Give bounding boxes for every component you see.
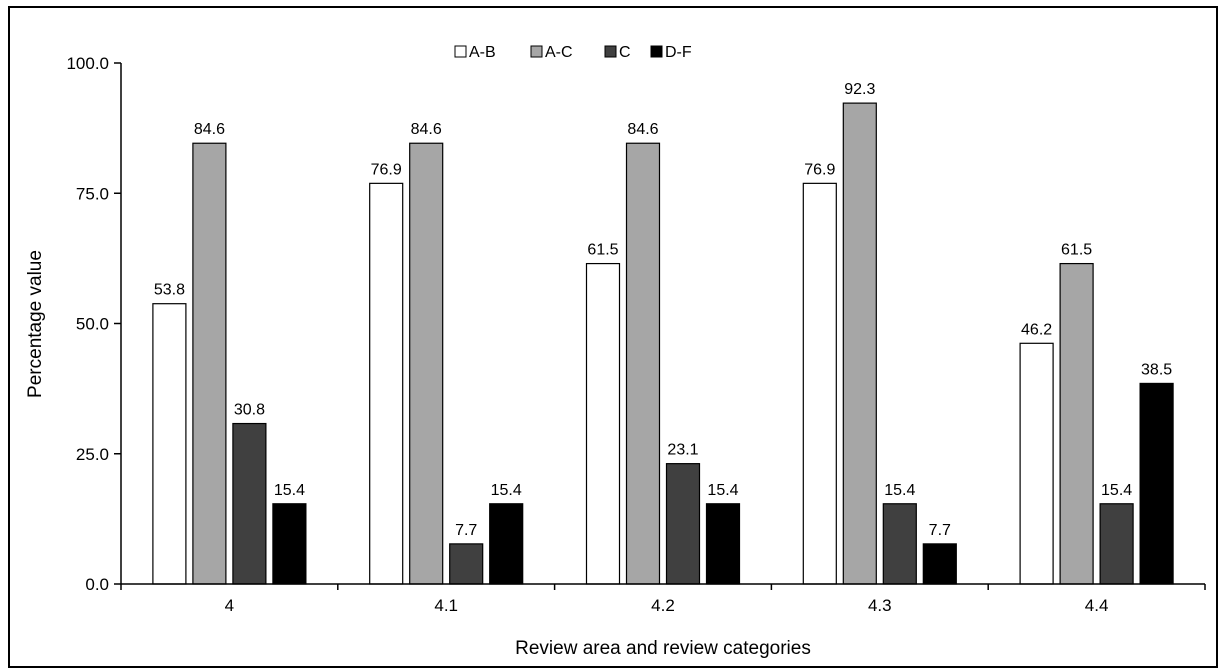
- y-tick-label: 50.0: [76, 315, 109, 334]
- y-tick-label: 0.0: [85, 575, 109, 594]
- data-label: 7.7: [455, 522, 477, 539]
- bar-d-f-4-4: [1139, 382, 1174, 585]
- bar-a-b-4-2: [585, 262, 621, 585]
- legend-swatch-a-b: [454, 45, 467, 58]
- bar-a-c-4-1: [409, 142, 444, 585]
- bar-c-4-2: [665, 463, 701, 585]
- bar-a-b-4-4: [1019, 342, 1054, 585]
- data-label: 61.5: [587, 242, 618, 259]
- data-label: 61.5: [1061, 242, 1092, 259]
- bar-a-c-4-4: [1059, 262, 1094, 585]
- data-label: 30.8: [234, 402, 265, 419]
- data-label: 53.8: [154, 282, 185, 299]
- data-label: 38.5: [1141, 361, 1172, 378]
- bar-a-b-4: [152, 303, 187, 585]
- data-label: 46.2: [1021, 321, 1052, 338]
- data-label: 7.7: [929, 522, 951, 539]
- bar-a-c-4: [192, 142, 227, 585]
- y-tick-label: 75.0: [76, 184, 109, 203]
- x-tick-label: 4.2: [651, 596, 675, 615]
- data-label: 84.6: [627, 121, 658, 138]
- bar-d-f-4-3: [922, 543, 957, 585]
- legend-label-a-b: A-B: [469, 44, 496, 61]
- x-tick-label: 4.4: [1085, 596, 1109, 615]
- data-label: 23.1: [667, 442, 698, 459]
- data-label: 15.4: [707, 482, 738, 499]
- data-label: 92.3: [844, 81, 875, 98]
- legend-label-a-c: A-C: [545, 44, 573, 61]
- data-label: 76.9: [804, 161, 835, 178]
- bar-c-4-1: [449, 543, 484, 585]
- legend-label-c: C: [619, 44, 631, 61]
- bar-a-c-4-2: [625, 142, 661, 585]
- legend-swatch-d-f: [650, 45, 663, 58]
- data-label: 84.6: [194, 121, 225, 138]
- legend-swatch-a-c: [530, 45, 543, 58]
- y-tick-label: 100.0: [66, 54, 109, 73]
- bar-c-4-4: [1099, 503, 1134, 585]
- bar-d-f-4-1: [489, 503, 524, 585]
- data-label: 76.9: [371, 161, 402, 178]
- bar-d-f-4-2: [705, 503, 741, 585]
- bar-a-b-4-3: [802, 182, 837, 585]
- x-tick-label: 4.1: [434, 596, 458, 615]
- x-tick-label: 4.3: [868, 596, 892, 615]
- bar-d-f-4: [272, 503, 307, 585]
- y-tick-label: 25.0: [76, 445, 109, 464]
- y-axis-label: Percentage value: [25, 250, 46, 398]
- bar-c-4: [232, 422, 267, 585]
- legend-label-d-f: D-F: [665, 44, 692, 61]
- bar-a-c-4-3: [842, 102, 877, 585]
- legend-swatch-c: [604, 45, 617, 58]
- data-label: 15.4: [274, 482, 305, 499]
- x-tick-label: 4: [225, 596, 234, 615]
- data-label: 15.4: [1101, 482, 1132, 499]
- bar-a-b-4-1: [369, 182, 404, 585]
- data-label: 15.4: [884, 482, 915, 499]
- bar-c-4-3: [882, 503, 917, 585]
- data-label: 84.6: [411, 121, 442, 138]
- data-label: 15.4: [491, 482, 522, 499]
- x-axis-label: Review area and review categories: [515, 638, 811, 659]
